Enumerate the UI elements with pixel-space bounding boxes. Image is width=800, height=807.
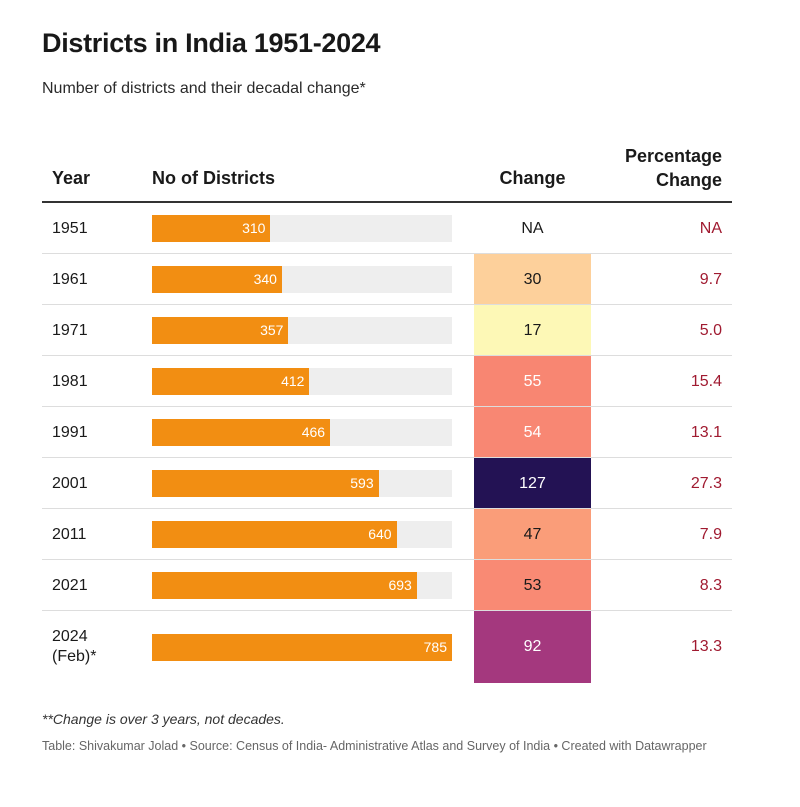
change-value: 30 [523,270,542,288]
change-value: NA [521,219,544,237]
district-count-label: 412 [281,373,305,389]
year-cell: 1961 [52,270,88,288]
table-row: 1991 466 54 13.1 [42,407,732,458]
bar-track: 466 [152,419,452,446]
row-divider [42,610,732,611]
change-value: 47 [523,525,542,543]
change-value: 53 [523,576,542,594]
change-cell: NA [474,203,591,254]
year-cell: 1981 [52,372,88,390]
row-divider [42,559,732,560]
header-percentage-line2: Change [655,170,722,190]
change-cell: 53 [474,560,591,611]
percentage-change-value: 8.3 [699,576,722,594]
source-note: Table: Shivakumar Jolad • Source: Census… [42,739,707,753]
district-bar: 466 [152,419,331,446]
chart-title: Districts in India 1951-2024 [42,28,381,58]
bar-track: 310 [152,215,452,242]
header-change: Change [499,168,566,188]
bar-track: 412 [152,368,452,395]
change-value: 54 [523,423,542,441]
district-bar: 357 [152,317,289,344]
table-row: 1971 357 17 5.0 [42,305,732,356]
change-cell: 92 [474,611,591,683]
footnote: **Change is over 3 years, not decades. [42,711,285,727]
district-bar: 593 [152,470,379,497]
district-count-label: 340 [253,271,277,287]
row-divider [42,304,732,305]
row-divider [42,253,732,254]
year-cell: 2001 [52,474,88,492]
bar-track: 785 [152,633,452,661]
district-bar: 640 [152,521,397,548]
row-divider [42,355,732,356]
year-cell: 2011 [52,525,87,543]
percentage-change-value: 5.0 [699,321,722,339]
district-count-label: 785 [423,638,447,655]
table-row: 1961 340 30 9.7 [42,254,732,305]
bar-track: 340 [152,266,452,293]
change-value: 17 [523,321,542,339]
percentage-change-value: 13.1 [690,423,722,441]
percentage-change-value: 7.9 [699,525,722,543]
year-cell: 1951 [52,219,88,237]
district-bar: 412 [152,368,310,395]
district-count-label: 640 [368,526,392,542]
chart-subtitle: Number of districts and their decadal ch… [42,80,366,97]
table-row: 1981 412 55 15.4 [42,356,732,407]
district-count-label: 466 [301,424,326,440]
year-cell: 2021 [52,576,88,594]
percentage-change-value: 15.4 [690,372,722,390]
percentage-change-value: 13.3 [690,638,722,655]
bar-track: 693 [152,572,452,599]
change-cell: 30 [474,254,591,305]
district-bar: 310 [152,215,271,242]
change-cell: 17 [474,305,591,356]
header-no-of-districts: No of Districts [152,168,276,188]
bar-track: 593 [152,470,452,497]
bar-track: 357 [152,317,452,344]
change-value: 92 [523,638,542,655]
table-row: 2024 (Feb)* 785 92 13.3 [42,611,732,683]
header-divider [42,201,732,203]
table-row: 2001 593 127 27.3 [42,458,732,509]
change-cell: 54 [474,407,591,458]
table-row: 2021 693 53 8.3 [42,560,732,611]
district-bar: 693 [152,572,417,599]
row-divider [42,457,732,458]
row-divider [42,406,732,407]
bar-track: 640 [152,521,452,548]
row-divider [42,508,732,509]
year-cell: 1991 [52,423,88,441]
header-percentage-line1: Percentage [624,146,722,166]
change-cell: 127 [474,458,591,509]
percentage-change-value: 27.3 [690,474,722,492]
percentage-change-value: 9.7 [699,270,722,288]
change-cell: 55 [474,356,591,407]
district-bar: 785 [152,633,452,661]
change-value: 55 [523,372,542,390]
table-row: 2011 640 47 7.9 [42,509,732,560]
change-value: 127 [519,474,546,492]
district-count-label: 310 [242,220,266,236]
percentage-change-value: NA [699,219,722,237]
district-count-label: 693 [388,577,412,593]
table-row: 1951 310 NA NA [42,203,732,254]
header-year: Year [52,168,91,188]
district-count-label: 593 [350,475,374,491]
district-bar: 340 [152,266,282,293]
change-cell: 47 [474,509,591,560]
header-percentage-change: Percentage Change [600,144,722,192]
year-cell: 1971 [52,321,88,339]
district-count-label: 357 [260,322,284,338]
year-cell: 2024 (Feb)* [52,628,97,665]
